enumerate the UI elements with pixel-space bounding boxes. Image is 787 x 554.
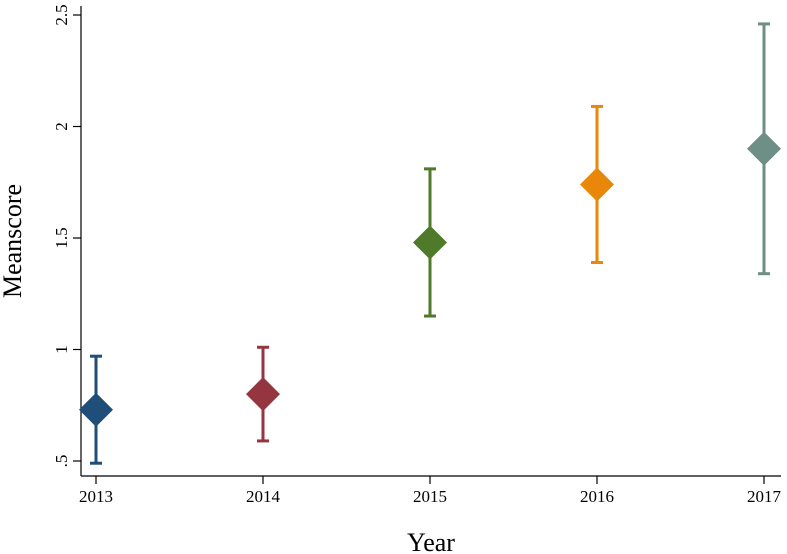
mean-marker: [246, 377, 280, 412]
point-2017: [747, 22, 781, 276]
x-tick-label: 2017: [747, 487, 782, 506]
y-tick-label: .5: [52, 455, 71, 468]
y-axis-ticks: .5 1 1.5 2 2.5: [52, 4, 81, 467]
mean-marker: [413, 225, 447, 260]
y-tick-label: 2.5: [52, 4, 71, 25]
x-tick-label: 2013: [79, 487, 113, 506]
mean-marker: [747, 131, 781, 166]
data-marks: [79, 22, 781, 465]
y-tick-label: 2: [52, 122, 71, 131]
y-tick-label: 1: [52, 345, 71, 354]
x-tick-label: 2014: [246, 487, 281, 506]
point-2013: [79, 354, 113, 465]
point-2015: [413, 167, 447, 318]
x-tick-label: 2015: [413, 487, 447, 506]
point-2014: [246, 345, 280, 443]
point-2016: [580, 104, 614, 265]
mean-marker: [79, 392, 113, 427]
x-axis-ticks: 2013 2014 2015 2016 2017: [79, 476, 782, 506]
mean-marker: [580, 167, 614, 202]
y-axis-title: Meanscore: [0, 184, 27, 298]
x-tick-label: 2016: [580, 487, 614, 506]
y-tick-label: 1.5: [52, 227, 71, 248]
x-axis-title: Year: [407, 528, 455, 554]
